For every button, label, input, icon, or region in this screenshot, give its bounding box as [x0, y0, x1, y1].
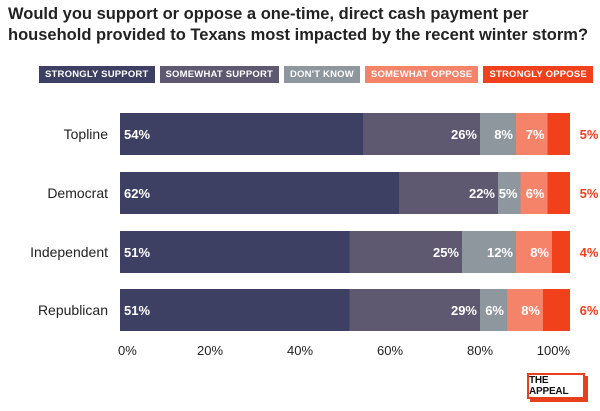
legend: STRONGLY SUPPORT SOMEWHAT SUPPORT DON'T KN…: [39, 66, 593, 83]
legend-item: STRONGLY OPPOSE: [483, 66, 593, 83]
category-label: Independent: [30, 244, 108, 260]
data-label: 5%: [499, 186, 518, 201]
bar-segment: [516, 231, 552, 273]
data-label: 51%: [124, 303, 150, 318]
category-label: Republican: [38, 302, 108, 318]
bar-segment: [543, 289, 570, 331]
data-label: 5%: [580, 127, 599, 142]
category-label: Democrat: [47, 185, 108, 201]
bar-segment: [547, 172, 570, 214]
category-label: Topline: [64, 126, 109, 142]
data-label: 6%: [485, 303, 504, 318]
legend-item: DON'T KNOW: [284, 66, 360, 83]
x-tick-label: 20%: [197, 343, 223, 358]
bar-segment: [552, 231, 570, 273]
data-label: 8%: [494, 127, 513, 142]
data-label: 8%: [530, 245, 549, 260]
bar-segment: [349, 289, 480, 331]
data-label: 29%: [451, 303, 477, 318]
data-label: 5%: [580, 186, 599, 201]
bar-segment: [363, 113, 480, 155]
legend-item: SOMEWHAT SUPPORT: [159, 66, 280, 83]
x-tick-label: 80%: [467, 343, 493, 358]
bar-segment: [516, 113, 548, 155]
data-label: 12%: [487, 245, 513, 260]
data-label: 6%: [526, 186, 545, 201]
the-appeal-logo: THE APPEAL: [527, 373, 585, 399]
data-label: 26%: [451, 127, 477, 142]
bar-segment: [349, 231, 462, 273]
bar-segment: [507, 289, 543, 331]
bar-segment: [520, 172, 548, 214]
x-tick-label: 0%: [118, 343, 137, 358]
data-label: 22%: [469, 186, 495, 201]
bar-segment: [480, 113, 516, 155]
bar-segment: [399, 172, 498, 214]
data-label: 6%: [580, 303, 599, 318]
bar-segment: [120, 231, 350, 273]
chart-title: Would you support or oppose a one-time, …: [8, 5, 589, 44]
bar-segment: [498, 172, 521, 214]
data-label: 7%: [526, 127, 545, 142]
bar-segment: [120, 172, 399, 214]
bar-segment: [462, 231, 516, 273]
data-label: 62%: [124, 186, 150, 201]
legend-item: SOMEWHAT OPPOSE: [364, 66, 479, 83]
legend-item: STRONGLY SUPPORT: [39, 66, 155, 83]
data-label: 54%: [124, 127, 150, 142]
data-label: 8%: [521, 303, 540, 318]
data-label: 4%: [580, 245, 599, 260]
bar-segment: [547, 113, 570, 155]
data-label: 25%: [433, 245, 459, 260]
data-label: 51%: [124, 245, 150, 260]
bar-segment: [120, 113, 363, 155]
x-tick-label: 40%: [287, 343, 313, 358]
bar-segment: [120, 289, 350, 331]
x-tick-label: 100%: [537, 343, 571, 358]
x-tick-label: 60%: [377, 343, 403, 358]
bar-segment: [480, 289, 507, 331]
